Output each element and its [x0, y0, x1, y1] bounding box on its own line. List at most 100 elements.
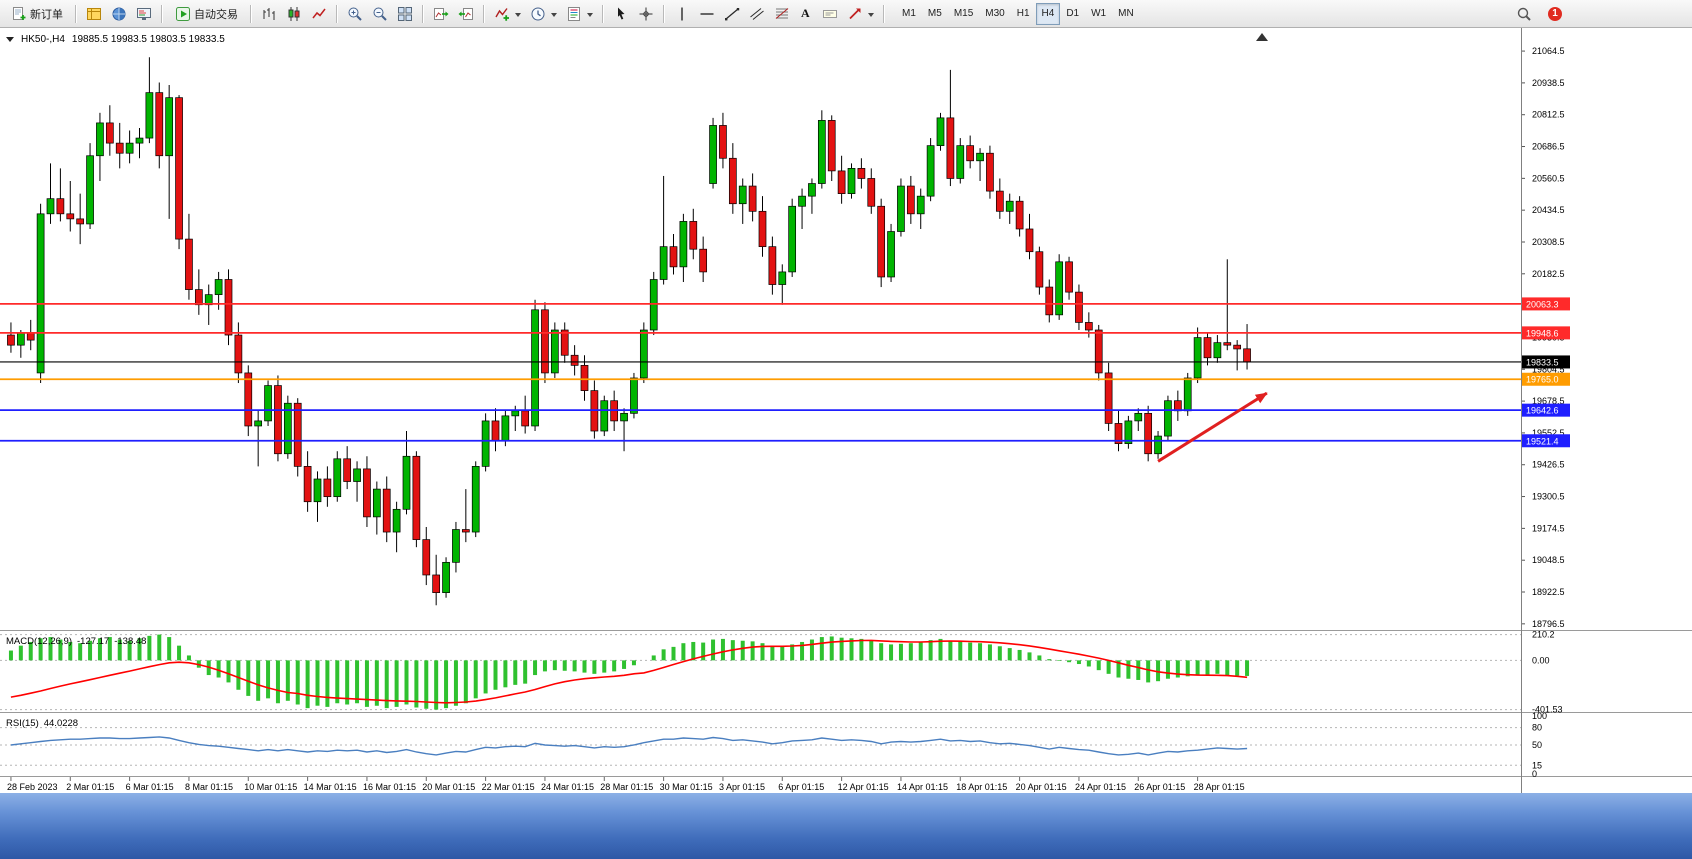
quick-trade-caret-icon[interactable] [6, 37, 14, 46]
time-axis-label: 26 Apr 01:15 [1134, 782, 1185, 792]
time-axis-label: 14 Mar 01:15 [304, 782, 357, 792]
candle-body [936, 117, 945, 146]
candle-body [550, 329, 559, 374]
auto-scroll-button[interactable] [429, 3, 453, 25]
templates-button[interactable] [562, 3, 597, 25]
zoom-out-icon [373, 7, 387, 21]
candle-body [303, 466, 312, 503]
timeframe-m1-button[interactable]: M1 [896, 3, 922, 25]
candle-body [867, 178, 876, 207]
candle-body [728, 157, 737, 205]
terminal-icon [137, 7, 151, 20]
candle-body [1154, 435, 1162, 455]
candle-body [1144, 412, 1153, 455]
navigator-button[interactable] [107, 3, 131, 25]
price-axis-label: 20938.5 [1532, 78, 1565, 88]
crosshair-button[interactable] [634, 3, 658, 25]
tile-windows-button[interactable] [393, 3, 417, 25]
candle-body [778, 271, 787, 285]
bar-chart-button[interactable] [257, 3, 281, 25]
candle-body [738, 185, 747, 205]
cursor-button[interactable] [609, 3, 633, 25]
timeframe-m30-button[interactable]: M30 [979, 3, 1010, 25]
horizontal-line-icon [700, 12, 714, 15]
line-chart-icon [312, 8, 326, 18]
text-tool-button[interactable]: A [795, 3, 817, 25]
rsi-line [10, 736, 1248, 756]
chart-shift-marker[interactable] [1256, 33, 1268, 41]
rsi-axis-label: 100 [1532, 711, 1547, 721]
macd-axis-label: -401.53 [1532, 705, 1563, 715]
macd-axis-label: 210.2 [1532, 630, 1555, 640]
notification-badge[interactable]: 1 [1548, 6, 1562, 21]
timeframe-h4-button[interactable]: H4 [1035, 2, 1061, 25]
candle-body [165, 97, 174, 157]
timeframe-mn-button[interactable]: MN [1112, 3, 1140, 25]
new-order-button[interactable]: 新订单 [4, 3, 70, 25]
timeframe-m5-button[interactable]: M5 [922, 3, 948, 25]
candle-body [1134, 412, 1143, 422]
candle-body [7, 334, 15, 346]
candle-body [808, 183, 816, 197]
price-axis-label: 20434.5 [1532, 205, 1565, 215]
label-tool-button[interactable] [818, 3, 842, 25]
time-axis-label: 20 Mar 01:15 [422, 782, 475, 792]
candle-body [115, 142, 124, 154]
timeframe-w1-button[interactable]: W1 [1085, 3, 1112, 25]
timeframe-m15-button[interactable]: M15 [948, 3, 979, 25]
candle-body [976, 152, 984, 162]
candle-body [1114, 423, 1123, 444]
price-axis-label: 21064.5 [1532, 46, 1565, 56]
candle-body [1233, 344, 1242, 350]
fibonacci-button[interactable] [770, 3, 794, 25]
indicators-button[interactable] [490, 3, 525, 25]
line-chart-button[interactable] [307, 3, 331, 25]
channel-button[interactable] [745, 3, 769, 25]
candle-body [995, 190, 1004, 212]
candlestick-chart-button[interactable] [282, 3, 306, 25]
fibonacci-icon [775, 7, 789, 19]
chart-shift-button[interactable] [454, 3, 478, 25]
chart-shift-icon [458, 7, 473, 20]
candle-body [511, 410, 520, 417]
time-axis-label: 18 Apr 01:15 [956, 782, 1007, 792]
timeframe-d1-button[interactable]: D1 [1060, 3, 1085, 25]
trendline-button[interactable] [720, 3, 744, 25]
candle-body [1045, 286, 1054, 316]
price-chart-canvas[interactable]: 21064.5 20938.5 20812.5 20686.5 20560.5 20434… [0, 28, 1692, 793]
trend-arrow-annotation[interactable] [1157, 391, 1268, 463]
candle-body [392, 508, 401, 533]
toolbar-separator [663, 4, 665, 23]
candle-body [254, 420, 263, 427]
periods-button[interactable] [526, 3, 561, 25]
candle-body [372, 488, 381, 518]
cursor-icon [618, 7, 625, 19]
dropdown-caret-icon [551, 12, 557, 20]
rsi-axis-label: 15 [1532, 760, 1542, 770]
auto-trading-button[interactable]: 自动交易 [168, 3, 245, 25]
zoom-out-button[interactable] [368, 3, 392, 25]
search-button[interactable] [1512, 3, 1536, 25]
time-axis-label: 20 Apr 01:15 [1016, 782, 1067, 792]
chart-area[interactable]: 21064.5 20938.5 20812.5 20686.5 20560.5 20434… [0, 28, 1692, 793]
navigator-icon [112, 7, 126, 20]
chart-symbol-label: HK50-,H4 19885.5 19983.5 19803.5 19833.5 [6, 33, 225, 46]
indicators-icon [495, 7, 509, 21]
arrows-tool-button[interactable] [843, 3, 878, 25]
new-order-icon [13, 6, 26, 20]
market-watch-button[interactable] [82, 3, 106, 25]
macd-histogram [8, 634, 1250, 710]
horizontal-line-button[interactable] [695, 3, 719, 25]
vertical-line-button[interactable] [670, 3, 694, 25]
timeframe-h1-button[interactable]: H1 [1011, 3, 1036, 25]
terminal-button[interactable] [132, 3, 156, 25]
level-price-tag-text: 19521.4 [1526, 436, 1559, 446]
candle-body [1104, 372, 1113, 424]
time-axis-label: 24 Mar 01:15 [541, 782, 594, 792]
toolbar-separator [883, 4, 885, 23]
candle-body [313, 478, 322, 503]
candle-body [135, 137, 144, 144]
candle-body [155, 92, 164, 157]
zoom-in-button[interactable] [343, 3, 367, 25]
rsi-indicator-label: RSI(15) 44.0228 [6, 718, 78, 729]
